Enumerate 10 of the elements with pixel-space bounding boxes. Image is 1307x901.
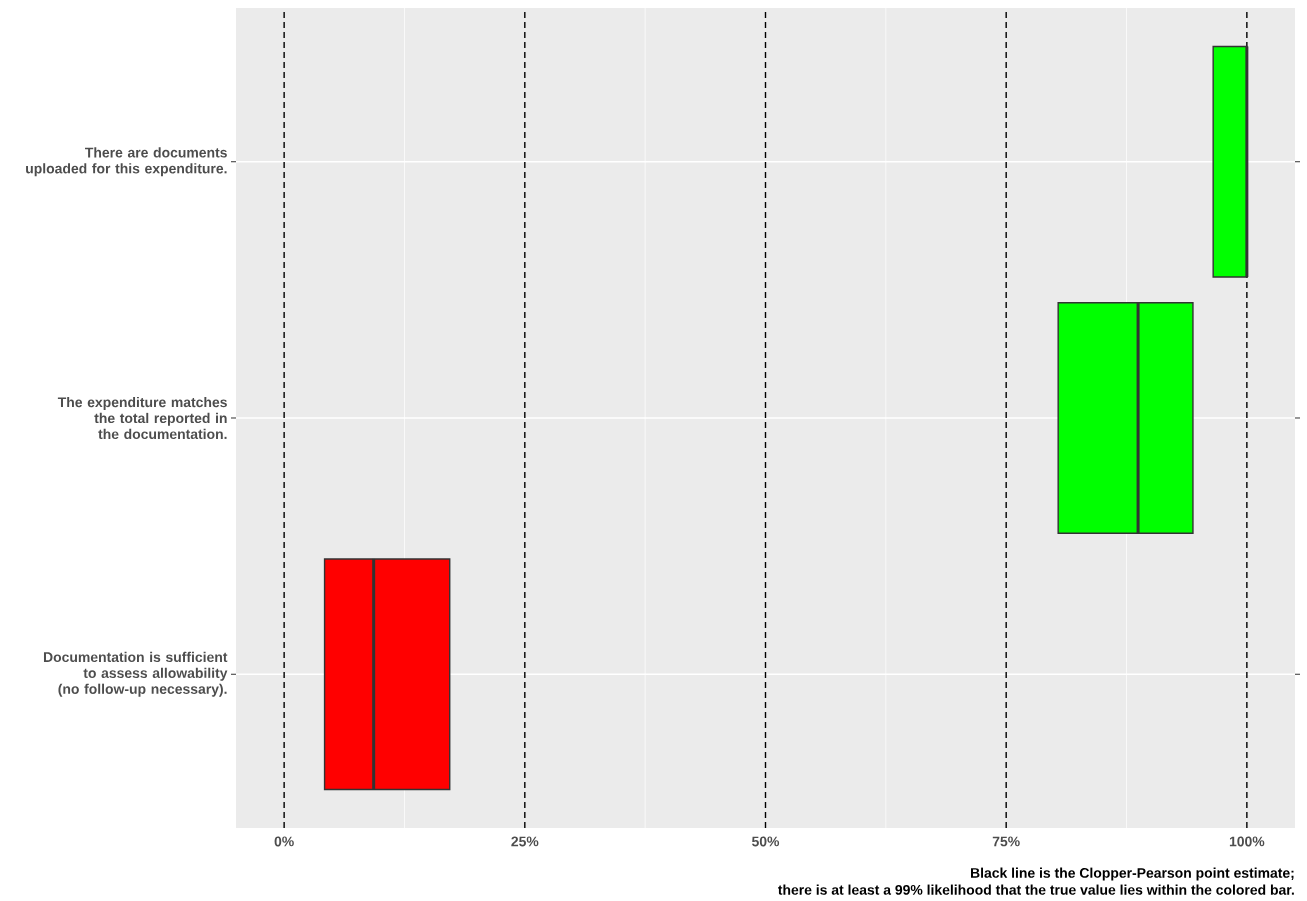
x-tick-label: 75%	[992, 836, 1020, 847]
x-tick-label: 25%	[511, 836, 539, 847]
text: there is at least a 99% likelihood that the true value lies within the colored bar.	[778, 884, 1294, 895]
y-tick-label: The expenditure matches the total reported in the documentation.	[57, 396, 227, 440]
x-tick-label: 50%	[751, 836, 780, 847]
text: Black line is the Clopper-Pearson point estimate;	[971, 867, 1294, 881]
y-tick-label: Documentation is sufficient to assess allowability (no follow-up necessary).	[43, 651, 228, 697]
x-tick-label: 0%	[274, 836, 294, 847]
x-tick-label: 100%	[1229, 836, 1265, 847]
y-tick-label: There are documents uploaded for this expenditure.	[26, 147, 227, 177]
